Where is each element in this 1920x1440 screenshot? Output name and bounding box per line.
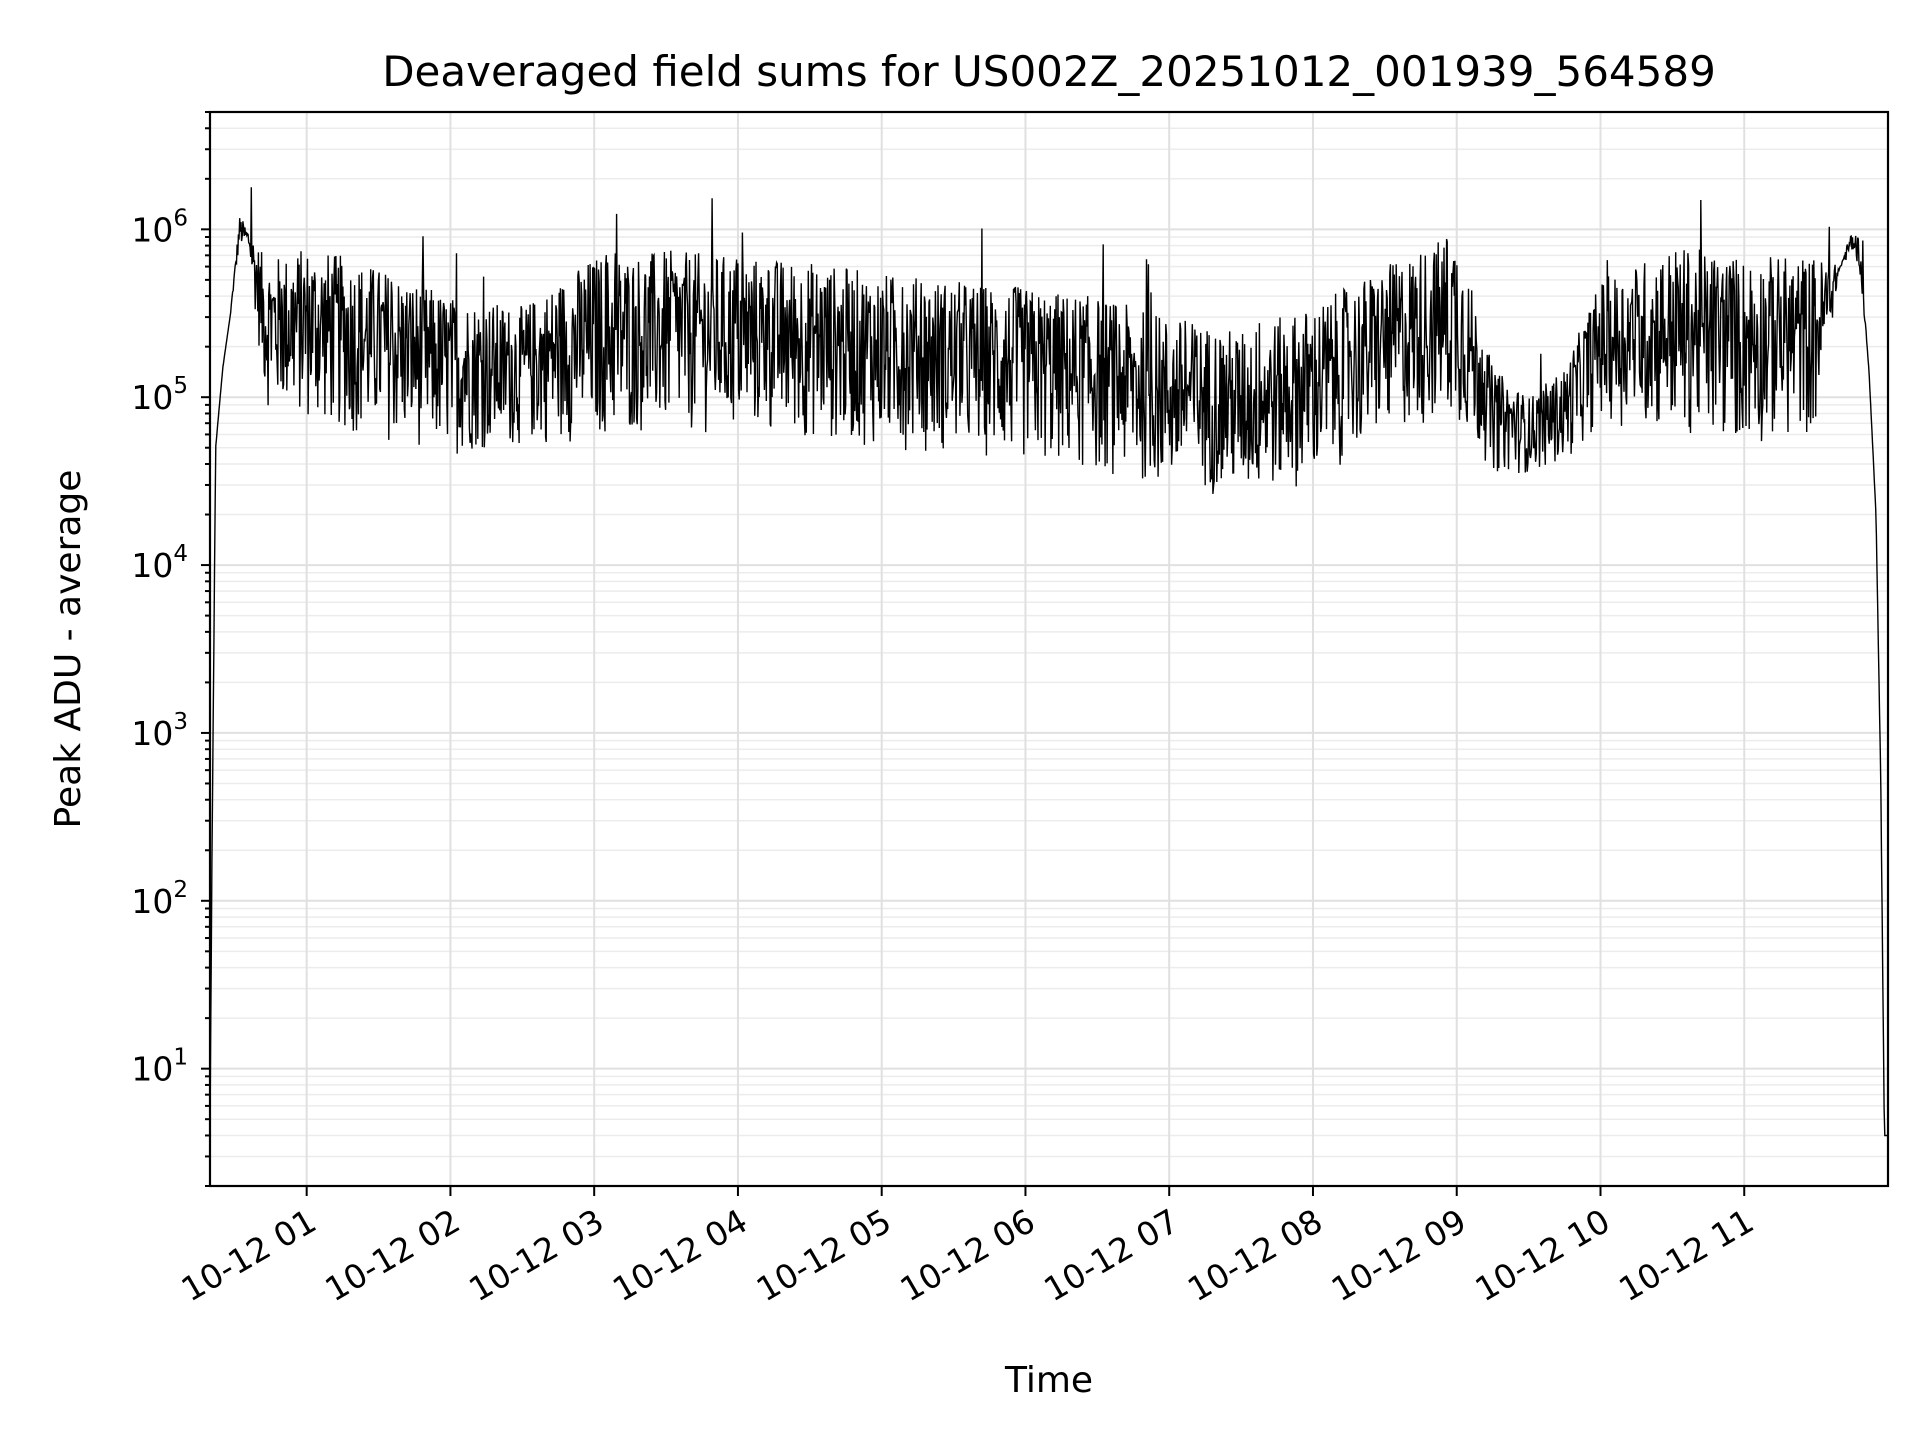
y-tick-label-base: 10 xyxy=(131,714,173,753)
chart-title: Deaveraged field sums for US002Z_2025101… xyxy=(382,47,1716,96)
y-tick-label: 105 xyxy=(131,373,188,417)
y-tick-label-base: 10 xyxy=(131,546,173,585)
y-axis-label: Peak ADU - average xyxy=(48,470,89,829)
y-tick-label-exponent: 5 xyxy=(173,373,188,399)
data-series-line xyxy=(209,187,1888,1137)
y-tick-label: 104 xyxy=(131,541,188,585)
y-tick-label-base: 10 xyxy=(131,378,173,417)
series-path xyxy=(209,187,1888,1137)
y-tick-label: 101 xyxy=(131,1045,188,1089)
y-tick-label: 102 xyxy=(131,877,188,921)
y-tick-label-exponent: 3 xyxy=(173,709,188,735)
y-tick-label-base: 10 xyxy=(131,882,173,921)
x-axis-label: Time xyxy=(1004,1360,1093,1401)
y-tick-label: 106 xyxy=(131,205,188,249)
y-tick-label-exponent: 1 xyxy=(173,1045,188,1071)
y-tick-label: 103 xyxy=(131,709,188,753)
y-tick-label-exponent: 2 xyxy=(173,877,188,903)
y-tick-label-exponent: 4 xyxy=(173,541,188,567)
y-tick-label-base: 10 xyxy=(131,210,173,249)
y-tick-label-base: 10 xyxy=(131,1050,173,1089)
plot-frame xyxy=(208,110,1890,1188)
y-tick-label-exponent: 6 xyxy=(173,205,188,231)
